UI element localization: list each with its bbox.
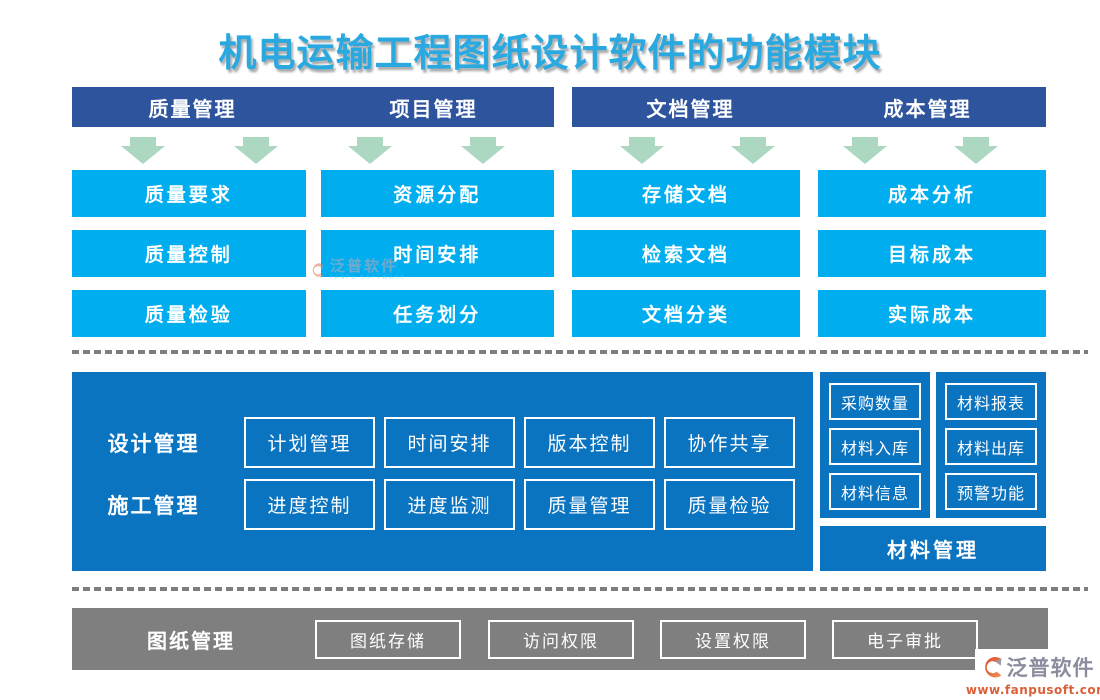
panel-row-construction: 施工管理 进度控制 进度监测 质量管理 质量检验 [72,479,813,530]
module-box: 成本分析 [818,170,1046,217]
panel-box: 协作共享 [664,417,795,468]
down-arrow-icon [731,137,775,164]
drawing-box: 访问权限 [488,619,634,659]
module-box-grid: 存储文档 成本分析 检索文档 目标成本 文档分类 实际成本 [572,170,1046,337]
down-arrow-icon [461,137,505,164]
module-box: 检索文档 [572,230,800,277]
group-header-label: 质量管理 [148,96,237,121]
module-box: 资源分配 [320,170,554,217]
group-document-cost: 文档管理 成本管理 存储文档 成本分析 检索文档 目标成本 文档分类 实际成本 [572,87,1046,337]
module-box: 文档分类 [572,290,800,337]
down-arrow-icon [234,137,278,164]
material-box: 材料出库 [945,428,1037,465]
material-box: 采购数量 [829,383,921,420]
page-title: 机电运输工程图纸设计软件的功能模块 [218,31,882,75]
module-box: 质量检验 [72,290,306,337]
down-arrow-icon [121,137,165,164]
design-construction-panel: 设计管理 计划管理 时间安排 版本控制 协作共享 施工管理 进度控制 进度监测 … [72,372,813,571]
panel-box: 时间安排 [384,417,515,468]
panel-box: 计划管理 [244,417,375,468]
module-box: 实际成本 [818,290,1046,337]
dashed-divider [72,587,1088,591]
group-header-bar: 质量管理 项目管理 [72,87,554,127]
arrow-row [572,137,1046,164]
panel-box: 版本控制 [524,417,655,468]
fanpu-logo-row: 泛普软件 [981,652,1095,682]
module-box: 任务划分 [320,290,554,337]
module-box: 存储文档 [572,170,800,217]
drawing-box: 设置权限 [660,619,806,659]
material-box: 材料报表 [945,383,1037,420]
panel-box: 进度控制 [244,479,375,530]
drawing-bar-label: 图纸管理 [147,628,235,653]
module-box: 质量控制 [72,230,306,277]
material-column-right: 材料报表 材料出库 预警功能 [936,372,1046,518]
panel-row-design: 设计管理 计划管理 时间安排 版本控制 协作共享 [72,417,813,468]
module-box-grid: 质量要求 资源分配 质量控制 时间安排 质量检验 任务划分 [72,170,554,337]
material-column-left: 采购数量 材料入库 材料信息 [820,372,930,518]
down-arrow-icon [954,137,998,164]
group-header-bar: 文档管理 成本管理 [572,87,1046,127]
group-header-label: 成本管理 [883,96,972,121]
drawing-management-bar: 图纸管理 图纸存储 访问权限 设置权限 电子审批 [72,608,1048,670]
group-header-label: 文档管理 [646,96,735,121]
module-box: 质量要求 [72,170,306,217]
material-management-bar: 材料管理 [820,526,1046,571]
material-box: 材料入库 [829,428,921,465]
panel-box: 质量管理 [524,479,655,530]
down-arrow-icon [843,137,887,164]
panel-box: 质量检验 [664,479,795,530]
fanpu-logo-name: 泛普软件 [1006,655,1095,680]
down-arrow-icon [620,137,664,164]
fanpu-logo: 泛普软件 www.fanpusoft.com [966,649,1100,699]
panel-box: 进度监测 [384,479,515,530]
arrow-row [72,137,554,164]
fanpu-swoosh-icon [981,652,1005,682]
down-arrow-icon [348,137,392,164]
drawing-box: 电子审批 [832,619,978,659]
drawing-box: 图纸存储 [315,619,461,659]
group-header-label: 项目管理 [389,96,478,121]
panel-row-label: 设计管理 [107,431,200,456]
module-box: 时间安排 [320,230,554,277]
fanpu-logo-url: www.fanpusoft.com [965,682,1100,697]
group-quality-project: 质量管理 项目管理 质量要求 资源分配 质量控制 时间安排 质量检验 任务划分 [72,87,554,337]
material-box: 材料信息 [829,473,921,510]
module-box: 目标成本 [818,230,1046,277]
dashed-divider [72,350,1088,354]
panel-row-label: 施工管理 [107,493,200,518]
material-box: 预警功能 [945,473,1037,510]
